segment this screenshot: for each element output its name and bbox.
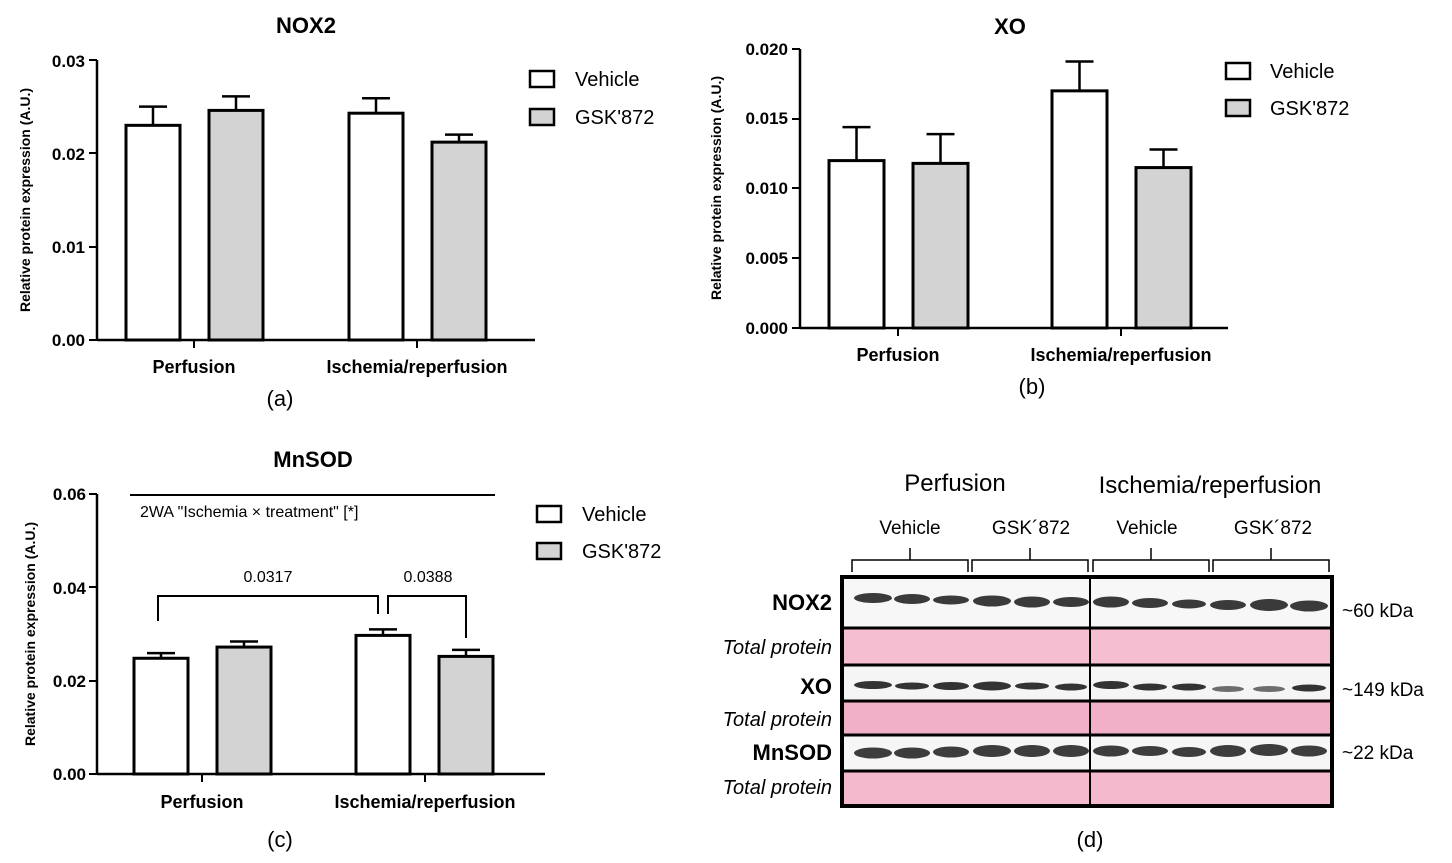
- blot-kda-label: ~22 kDa: [1342, 743, 1414, 764]
- blot-kda-label: ~149 kDa: [1342, 680, 1424, 701]
- chart-title: MnSOD: [273, 447, 352, 472]
- chart-title: NOX2: [276, 13, 336, 38]
- blot-strip-xo: [842, 665, 1332, 701]
- legend-swatch-gsk872: [535, 541, 563, 561]
- bar-vehicle-ischemia: [347, 111, 405, 342]
- blot-subgroup-label: GSK´872: [992, 518, 1070, 539]
- western-blot-panel: Perfusion Ischemia/reperfusion Vehicle G…: [723, 470, 1425, 852]
- y-tick-label: 0.020: [745, 40, 788, 59]
- y-tick-label: 0.04: [53, 579, 87, 598]
- y-tick-label: 0.01: [52, 238, 85, 257]
- blot-group-perfusion: Perfusion: [904, 470, 1005, 497]
- x-tick-label: Ischemia/reperfusion: [1030, 345, 1211, 365]
- xo-bands: [854, 681, 1326, 692]
- bar-gsk872-perfusion: [207, 108, 265, 342]
- significance-bracket: [157, 595, 379, 621]
- blot-protein-label: MnSOD: [753, 740, 832, 765]
- blot-subgroup-label: Vehicle: [1116, 518, 1177, 539]
- bar-vehicle-ischemia: [1050, 89, 1109, 330]
- y-tick-label: 0.00: [52, 331, 85, 350]
- bar-gsk872-ischemia: [430, 140, 488, 342]
- x-tick-label: Ischemia/reperfusion: [334, 792, 515, 812]
- blot-total-protein-label: Total protein: [723, 709, 832, 731]
- p-value-label: 0.0317: [244, 569, 293, 586]
- legend-label-vehicle: Vehicle: [582, 504, 647, 526]
- panel-label: (d): [1077, 827, 1104, 852]
- y-tick-label: 0.010: [745, 179, 788, 198]
- total-protein-strip: [842, 771, 1332, 806]
- y-tick-label: 0.005: [745, 249, 788, 268]
- bar-gsk872-ischemia: [437, 654, 495, 776]
- total-protein-strip: [842, 628, 1332, 665]
- blot-protein-label: XO: [800, 674, 832, 699]
- mnsod-bands: [854, 744, 1327, 759]
- blot-total-protein-label: Total protein: [723, 637, 832, 659]
- blot-subgroup-label: GSK´872: [1234, 518, 1312, 539]
- nox2-bands: [854, 593, 1328, 612]
- significance-bracket: [387, 595, 467, 638]
- x-tick-label: Perfusion: [152, 357, 235, 377]
- bar-vehicle-perfusion: [132, 656, 190, 776]
- legend-label-gsk872: GSK'872: [582, 541, 661, 563]
- blot-kda-label: ~60 kDa: [1342, 601, 1414, 622]
- legend-label-gsk872: GSK'872: [575, 107, 654, 129]
- panel-label: (c): [267, 827, 293, 852]
- lane-bracket: [1092, 559, 1210, 572]
- blot-protein-label: NOX2: [772, 590, 832, 615]
- blot-subgroup-label: Vehicle: [879, 518, 940, 539]
- bar-gsk872-perfusion: [215, 645, 273, 776]
- p-value-label: 0.0388: [404, 569, 453, 586]
- panel-label: (b): [1019, 374, 1046, 399]
- panel-label: (a): [267, 386, 294, 411]
- legend-swatch-gsk872: [528, 107, 556, 127]
- bar-gsk872-ischemia: [1134, 166, 1193, 330]
- two-way-anova-label: 2WA "Ischemia × treatment" [*]: [140, 504, 358, 521]
- y-axis-label: Relative protein expression (A.U.): [708, 76, 724, 300]
- bar-vehicle-ischemia: [354, 633, 412, 776]
- blot-group-ischemia: Ischemia/reperfusion: [1099, 472, 1322, 499]
- lane-bracket: [971, 559, 1089, 572]
- y-tick-label: 0.02: [53, 672, 86, 691]
- legend-swatch-vehicle: [535, 504, 563, 524]
- x-tick-label: Ischemia/reperfusion: [326, 357, 507, 377]
- lane-bracket: [1212, 559, 1330, 572]
- legend-swatch-vehicle: [1224, 61, 1252, 81]
- chart-mnsod: MnSOD Relative protein expression (A.U.)…: [22, 447, 661, 852]
- x-tick-label: Perfusion: [856, 345, 939, 365]
- y-tick-label: 0.000: [745, 319, 788, 338]
- legend-swatch-gsk872: [1224, 98, 1252, 118]
- bar-gsk872-perfusion: [911, 161, 970, 330]
- legend-swatch-vehicle: [528, 69, 556, 89]
- y-tick-label: 0.03: [52, 52, 85, 71]
- blot-frame: [840, 575, 1334, 808]
- y-tick-label: 0.06: [53, 485, 86, 504]
- blot-total-protein-label: Total protein: [723, 777, 832, 799]
- y-tick-label: 0.00: [53, 765, 86, 784]
- legend-label-vehicle: Vehicle: [1270, 61, 1335, 83]
- chart-nox2: NOX2 Relative protein expression (A.U.) …: [17, 13, 654, 411]
- bar-vehicle-perfusion: [124, 123, 182, 342]
- bar-vehicle-perfusion: [827, 159, 886, 330]
- y-tick-label: 0.02: [52, 145, 85, 164]
- legend-label-gsk872: GSK'872: [1270, 98, 1349, 120]
- lane-bracket: [851, 559, 969, 572]
- total-protein-strip: [842, 701, 1332, 735]
- legend-label-vehicle: Vehicle: [575, 69, 640, 91]
- chart-title: XO: [994, 14, 1026, 39]
- x-tick-label: Perfusion: [160, 792, 243, 812]
- y-axis-label: Relative protein expression (A.U.): [17, 88, 33, 312]
- y-axis-label: Relative protein expression (A.U.): [22, 522, 38, 746]
- y-tick-label: 0.015: [745, 109, 788, 128]
- chart-xo: XO Relative protein expression (A.U.) 0.…: [708, 14, 1349, 399]
